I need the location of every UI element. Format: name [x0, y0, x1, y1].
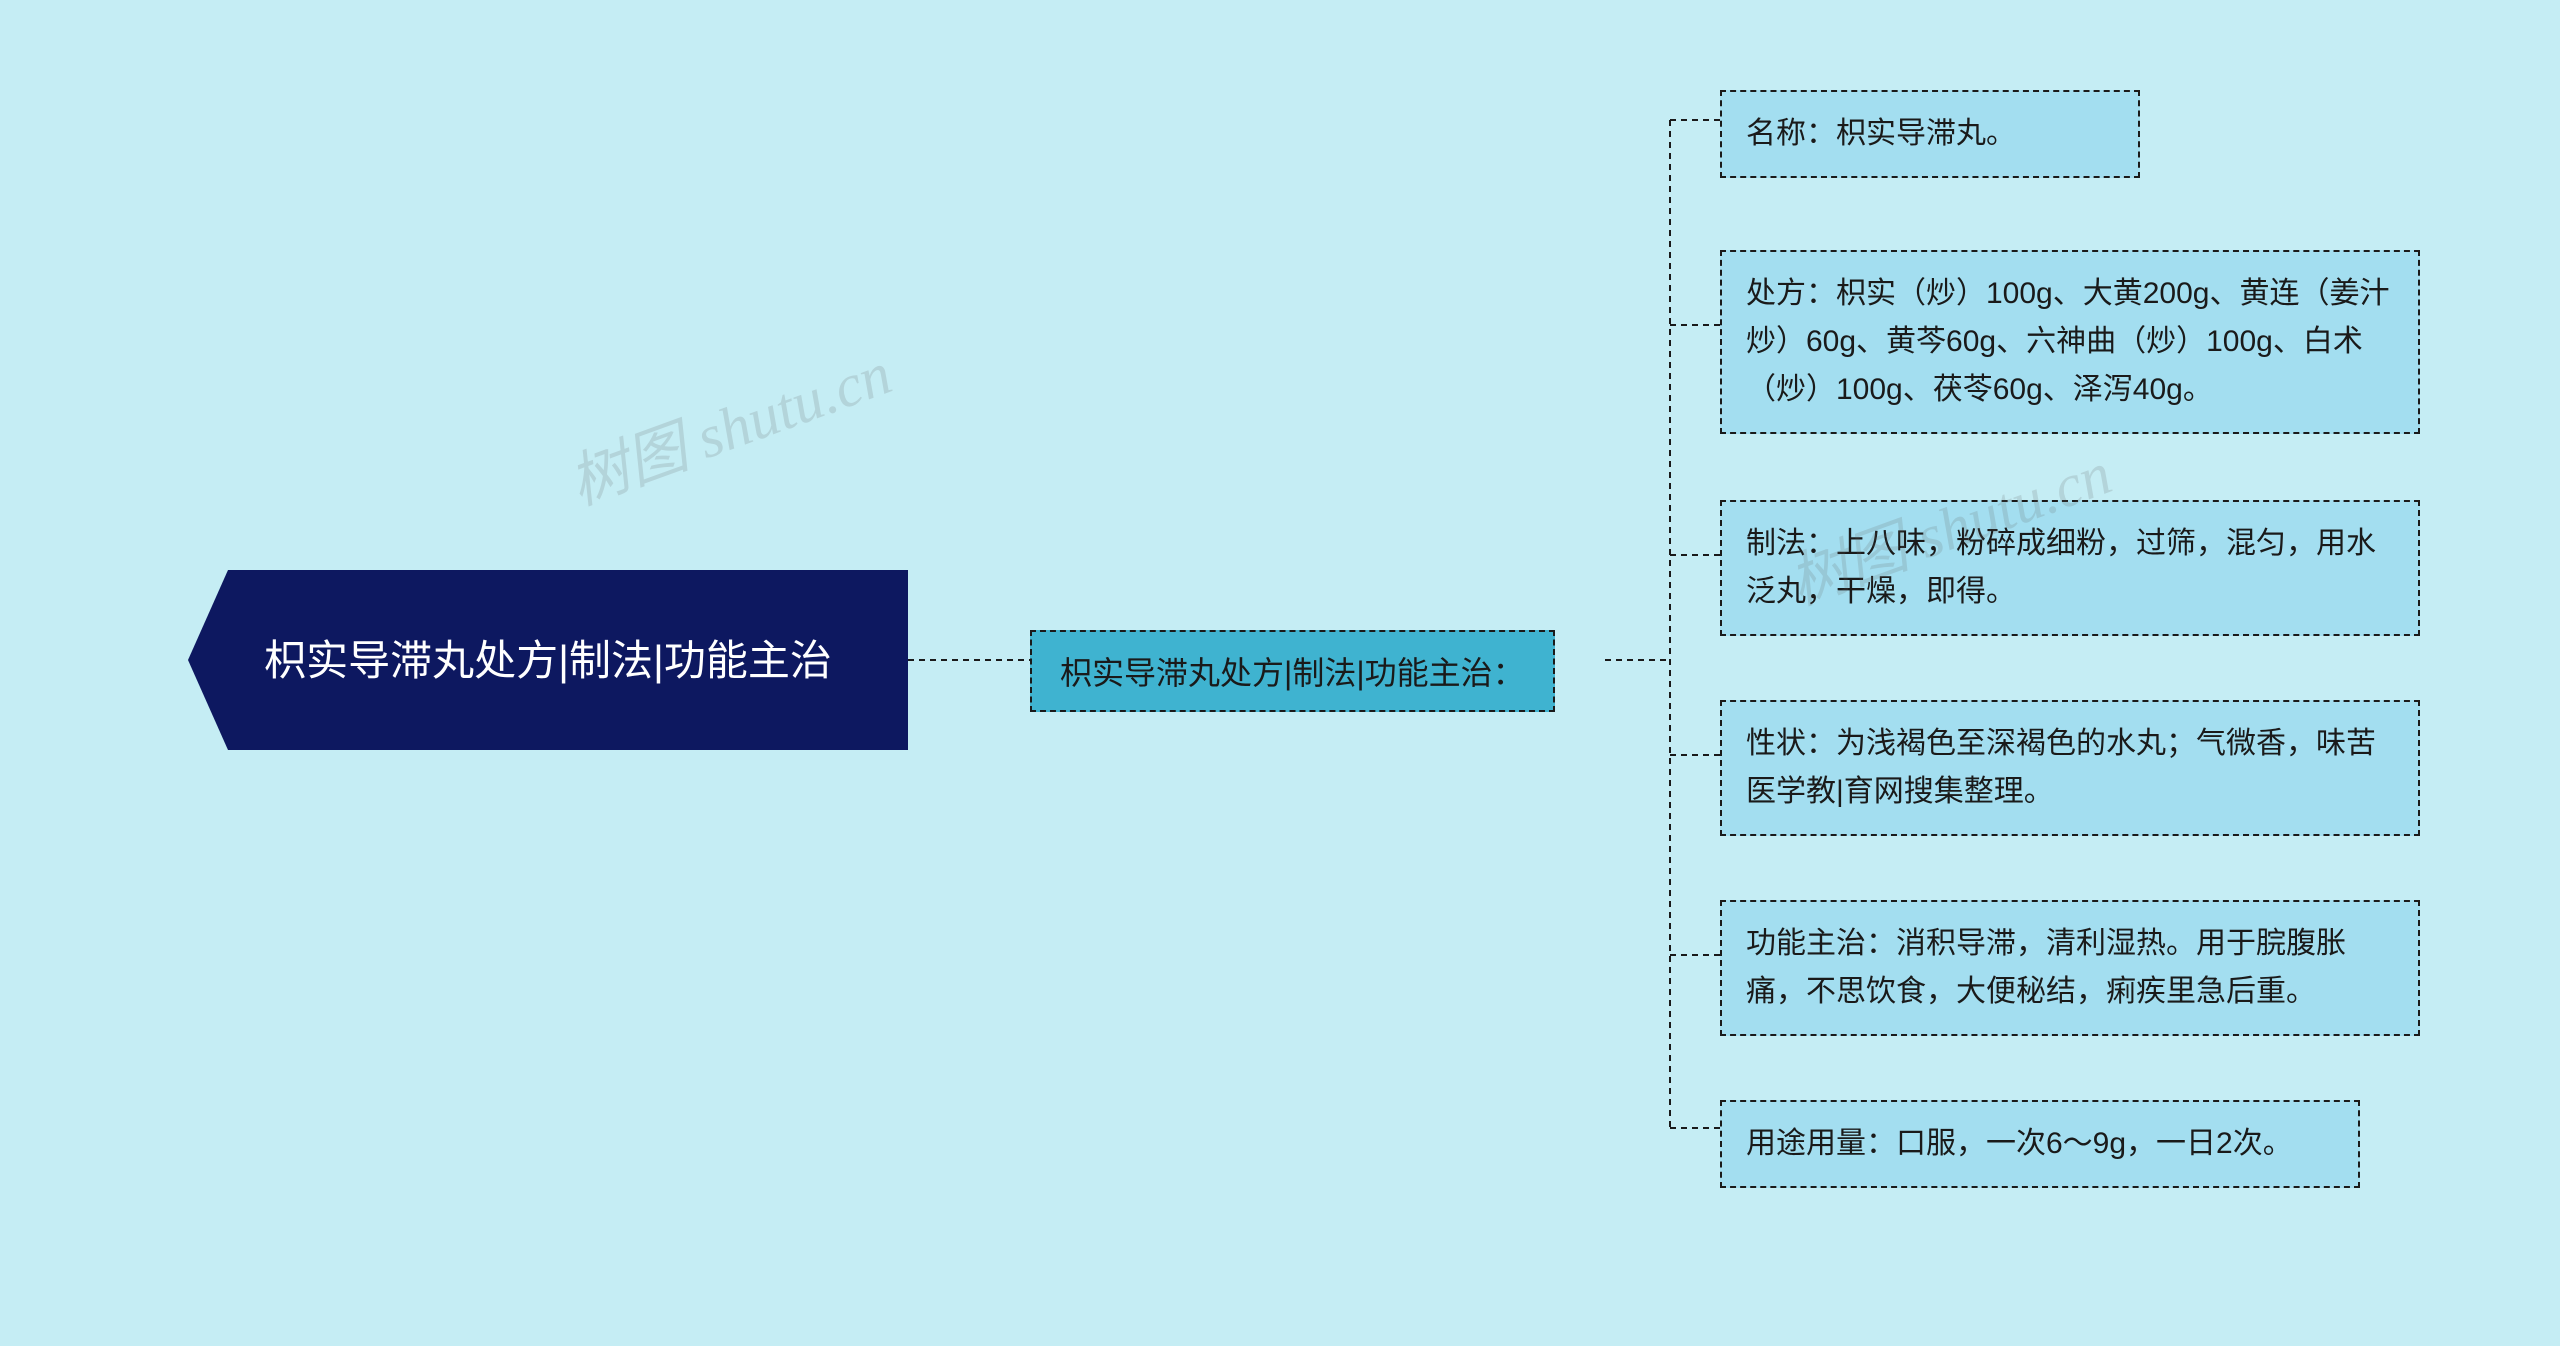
mindmap-container: 枳实导滞丸处方|制法|功能主治 枳实导滞丸处方|制法|功能主治： 名称：枳实导滞…	[0, 0, 2560, 1346]
leaf-node-method[interactable]: 制法：上八味，粉碎成细粉，过筛，混匀，用水泛丸，干燥，即得。	[1720, 500, 2420, 636]
watermark: 树图 shutu.cn	[555, 325, 901, 522]
level2-node[interactable]: 枳实导滞丸处方|制法|功能主治：	[1030, 630, 1555, 712]
level2-node-text: 枳实导滞丸处方|制法|功能主治：	[1060, 648, 1525, 694]
leaf-text: 功能主治：消积导滞，清利湿热。用于脘腹胀痛，不思饮食，大便秘结，痢疾里急后重。	[1746, 927, 2346, 1008]
leaf-node-indications[interactable]: 功能主治：消积导滞，清利湿热。用于脘腹胀痛，不思饮食，大便秘结，痢疾里急后重。	[1720, 900, 2420, 1036]
leaf-node-dosage[interactable]: 用途用量：口服，一次6～9g，一日2次。	[1720, 1100, 2360, 1188]
root-node[interactable]: 枳实导滞丸处方|制法|功能主治	[188, 570, 908, 750]
root-node-text: 枳实导滞丸处方|制法|功能主治	[264, 629, 832, 692]
leaf-text: 性状：为浅褐色至深褐色的水丸；气微香，味苦医学教|育网搜集整理。	[1746, 727, 2376, 808]
leaf-node-properties[interactable]: 性状：为浅褐色至深褐色的水丸；气微香，味苦医学教|育网搜集整理。	[1720, 700, 2420, 836]
leaf-node-prescription[interactable]: 处方：枳实（炒）100g、大黄200g、黄连（姜汁炒）60g、黄芩60g、六神曲…	[1720, 250, 2420, 434]
leaf-text: 处方：枳实（炒）100g、大黄200g、黄连（姜汁炒）60g、黄芩60g、六神曲…	[1746, 277, 2389, 406]
leaf-node-name[interactable]: 名称：枳实导滞丸。	[1720, 90, 2140, 178]
leaf-text: 制法：上八味，粉碎成细粉，过筛，混匀，用水泛丸，干燥，即得。	[1746, 527, 2376, 608]
leaf-text: 名称：枳实导滞丸。	[1746, 117, 2016, 150]
leaf-text: 用途用量：口服，一次6～9g，一日2次。	[1746, 1127, 2293, 1160]
